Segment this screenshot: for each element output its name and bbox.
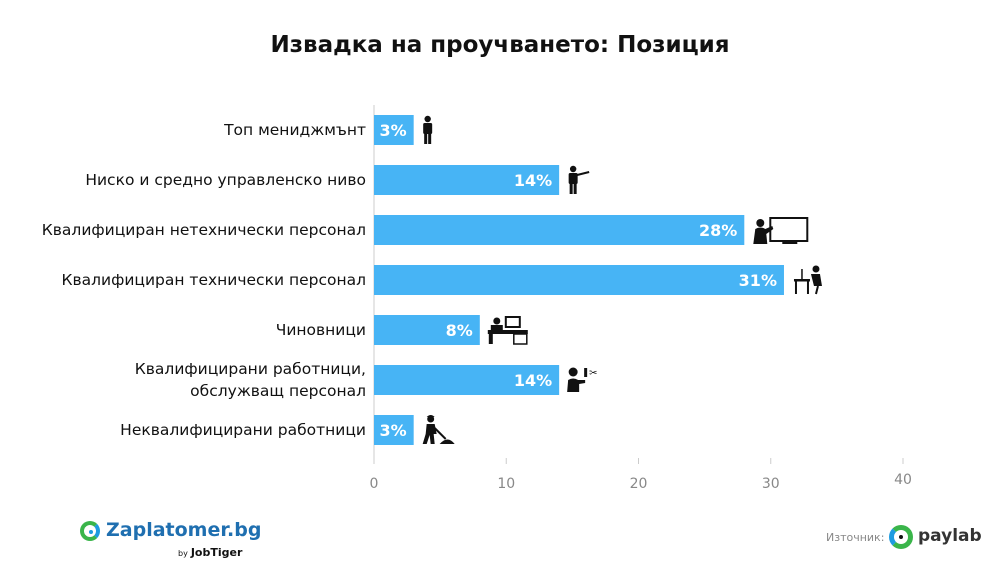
data-label: 3% [380, 421, 407, 440]
category-label: обслужващ персонал [190, 382, 366, 400]
zaplatomer-logo: Zaplatomer.bg by JobTiger [80, 519, 262, 561]
paylab-logo-icon [889, 525, 913, 549]
source-brand: paylab [918, 526, 982, 546]
bar [374, 215, 745, 245]
category-label: Квалифициран нетехнически персонал [42, 221, 366, 239]
data-label: 3% [380, 121, 407, 140]
x-tick-label: 40 [894, 472, 912, 488]
x-tick-label: 20 [630, 476, 648, 492]
data-label: 14% [514, 371, 552, 390]
logo-name: Zaplatomer.bg [106, 519, 262, 541]
x-tick-label: 10 [497, 476, 515, 492]
chart-title: Извадка на проучването: Позиция [270, 32, 730, 58]
teacher-board-icon [753, 217, 809, 244]
source-label: Източник: [826, 531, 885, 544]
x-tick-label: 30 [762, 476, 780, 492]
bar-chart: 3% Топ мениджмънт 14% Ниско и средно управл… [42, 105, 912, 492]
svg-text:✂: ✂ [589, 368, 597, 379]
businessman-icon [423, 115, 433, 144]
category-label: Чиновници [276, 321, 366, 339]
logo-by-brand: JobTiger [190, 546, 243, 559]
bar [374, 365, 560, 395]
data-label: 8% [446, 321, 473, 340]
bar [374, 315, 480, 345]
hairdresser-icon: ✂ [567, 367, 598, 392]
source-credit: Източник: paylab [826, 522, 986, 552]
logo-byline: by JobTiger [178, 546, 242, 559]
data-label: 31% [739, 271, 777, 290]
bar [374, 415, 414, 445]
presenter-icon [568, 165, 590, 194]
x-tick-label: 0 [370, 476, 379, 492]
category-label: Квалифицирани работници, [135, 360, 366, 378]
zaplatomer-logo-icon [80, 521, 100, 541]
category-label: Неквалифицирани работници [120, 421, 366, 439]
category-label: Квалифициран технически персонал [61, 271, 366, 289]
logo-by-prefix: by [178, 549, 188, 558]
category-label: Топ мениджмънт [223, 121, 366, 139]
laborer-shovel-icon [422, 415, 455, 444]
bar [374, 115, 414, 145]
bar [374, 265, 784, 295]
data-label: 28% [699, 221, 737, 240]
clerk-office-icon [487, 316, 528, 345]
engineer-desk-icon [793, 265, 822, 295]
category-label: Ниско и средно управленско ниво [85, 171, 366, 189]
bar [374, 165, 560, 195]
data-label: 14% [514, 171, 552, 190]
